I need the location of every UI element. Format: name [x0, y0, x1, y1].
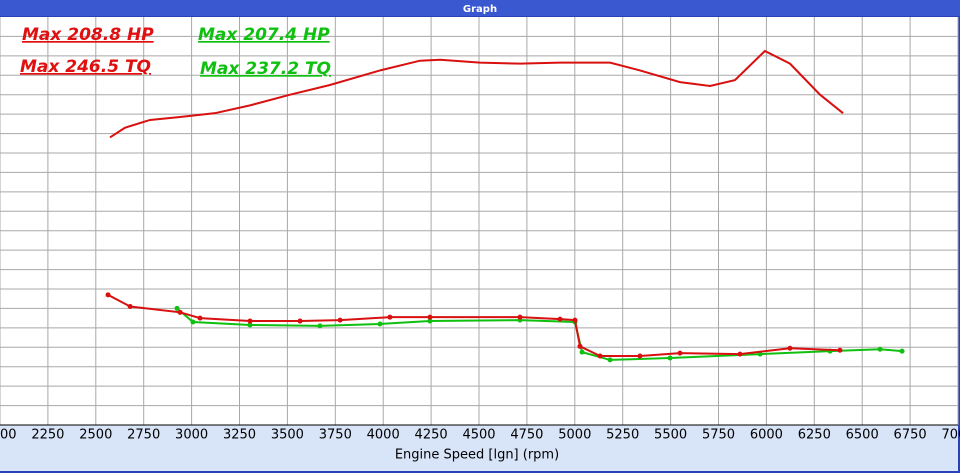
title-bar — [0, 0, 960, 16]
point — [174, 305, 180, 311]
point — [427, 314, 433, 320]
point — [607, 357, 613, 363]
x-tick-label: 4250 — [415, 428, 448, 443]
point — [517, 314, 523, 320]
max-annotation: Max 208.8 HP — [22, 25, 154, 45]
point — [427, 318, 433, 324]
point — [667, 355, 673, 361]
point — [577, 343, 583, 349]
x-axis-label: Engine Speed [lgn] (rpm) — [395, 448, 559, 463]
point — [127, 303, 133, 309]
x-tick-label: 6000 — [750, 428, 783, 443]
point — [787, 345, 793, 351]
x-tick-label: 5000 — [558, 428, 591, 443]
x-tick-label: 6250 — [798, 428, 831, 443]
point — [597, 353, 603, 359]
max-annotation: Max 237.2 TQ — [200, 59, 331, 79]
series-line — [109, 49, 844, 139]
x-tick-label: 3250 — [223, 428, 256, 443]
point — [297, 318, 303, 324]
x-tick-label: 5250 — [606, 428, 639, 443]
point — [387, 314, 393, 320]
point — [557, 316, 563, 322]
point — [899, 348, 905, 354]
axis-area — [0, 425, 958, 471]
point — [247, 322, 253, 328]
point — [337, 317, 343, 323]
point — [877, 346, 883, 352]
point — [579, 349, 585, 355]
x-tick-label: 4750 — [510, 428, 543, 443]
x-tick-label: 3750 — [319, 428, 352, 443]
point — [177, 309, 183, 315]
x-tick-label: 5750 — [702, 428, 735, 443]
x-tick-label: 2500 — [79, 428, 112, 443]
x-tick-label: 4000 — [367, 428, 400, 443]
point — [197, 315, 203, 321]
point — [737, 351, 743, 357]
x-tick-label: 6500 — [846, 428, 879, 443]
point — [377, 321, 383, 327]
x-tick-label: 3000 — [175, 428, 208, 443]
point — [637, 353, 643, 359]
point — [677, 350, 683, 356]
x-tick-label: 2250 — [31, 428, 64, 443]
x-tick-label: 3500 — [271, 428, 304, 443]
x-tick-label: 5500 — [654, 428, 687, 443]
x-tick-label: 2000 — [0, 428, 17, 443]
window-title: Graph — [463, 4, 497, 15]
point — [317, 323, 323, 329]
x-tick-label: 2750 — [127, 428, 160, 443]
x-tick-label: 7000 — [941, 428, 960, 443]
point — [572, 317, 578, 323]
x-tick-label: 4500 — [462, 428, 495, 443]
point — [190, 319, 196, 325]
max-annotation: Max 207.4 HP — [198, 25, 330, 45]
point — [247, 318, 253, 324]
x-tick-label: 6750 — [894, 428, 927, 443]
max-annotation: Max 246.5 TQ — [20, 57, 151, 77]
point — [837, 347, 843, 353]
point — [105, 292, 111, 298]
